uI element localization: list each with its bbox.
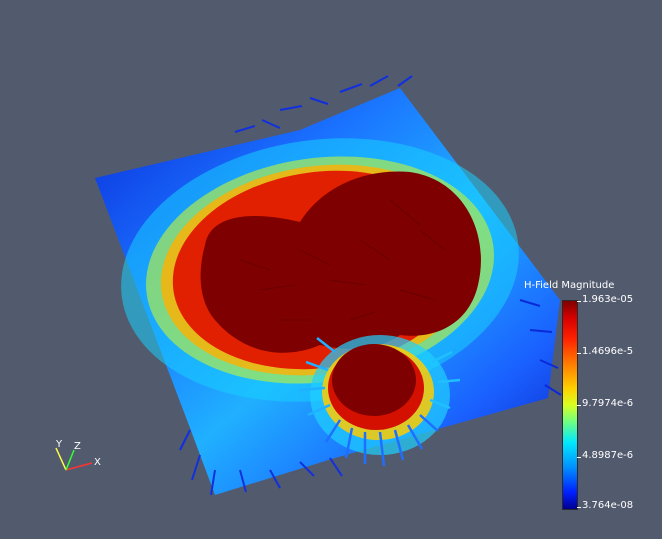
orientation-axes-widget[interactable]: X Y Z <box>44 436 114 481</box>
legend-tick1-label: 1.4696e-5 <box>582 346 633 357</box>
x-axis-label: X <box>94 457 101 468</box>
y-axis-line <box>56 448 66 470</box>
colormap-legend-bar[interactable] <box>562 300 578 510</box>
legend-tick <box>577 457 581 458</box>
legend-max-label: 1.963e-05 <box>582 294 633 305</box>
legend-tick2-label: 9.7974e-6 <box>582 398 633 409</box>
y-axis-label: Y <box>55 439 63 450</box>
legend-min-label: 3.764e-08 <box>582 500 633 511</box>
legend-tick <box>577 301 581 302</box>
legend-tick <box>577 405 581 406</box>
z-axis-label: Z <box>74 441 81 452</box>
legend-tick3-label: 4.8987e-6 <box>582 450 633 461</box>
z-axis-line <box>66 450 74 470</box>
legend-title: H-Field Magnitude <box>524 280 614 291</box>
legend-tick <box>577 507 581 508</box>
legend-tick <box>577 353 581 354</box>
x-axis-line <box>66 463 92 470</box>
